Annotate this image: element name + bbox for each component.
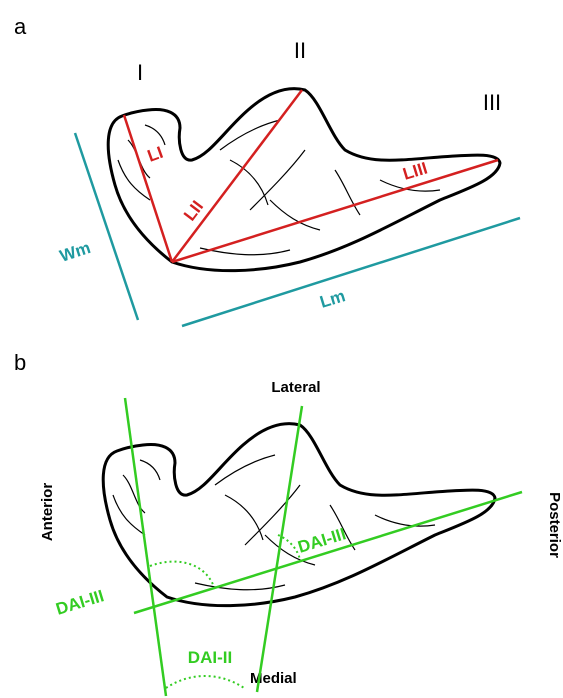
axis-line: [257, 406, 302, 692]
angle-label: DAI-III: [54, 586, 107, 619]
width-label: Wm: [57, 238, 93, 266]
panel-label: b: [14, 350, 26, 375]
direction-label: Posterior: [546, 492, 563, 558]
axis-line: [134, 492, 522, 613]
lobe-label: I: [137, 60, 143, 85]
length-label: LI: [145, 143, 166, 166]
figure: a I II III LI LII LIII Wm Lm b Lateral A…: [0, 0, 563, 698]
direction-label: Anterior: [39, 483, 56, 542]
leaf-b: [103, 424, 495, 606]
length-label: Lm: [318, 286, 348, 312]
panel-label: a: [14, 14, 27, 39]
angle-label: DAI-II: [188, 648, 232, 667]
direction-label: Lateral: [271, 379, 320, 396]
length-label: LIII: [401, 158, 430, 183]
width-line: [75, 133, 138, 320]
axis-line: [125, 398, 166, 696]
lobe-label: II: [294, 38, 306, 63]
lobe-label: III: [483, 90, 501, 115]
length-line: [172, 160, 498, 262]
angle-label: DAI-III: [296, 524, 349, 557]
angle-arc: [166, 676, 244, 688]
